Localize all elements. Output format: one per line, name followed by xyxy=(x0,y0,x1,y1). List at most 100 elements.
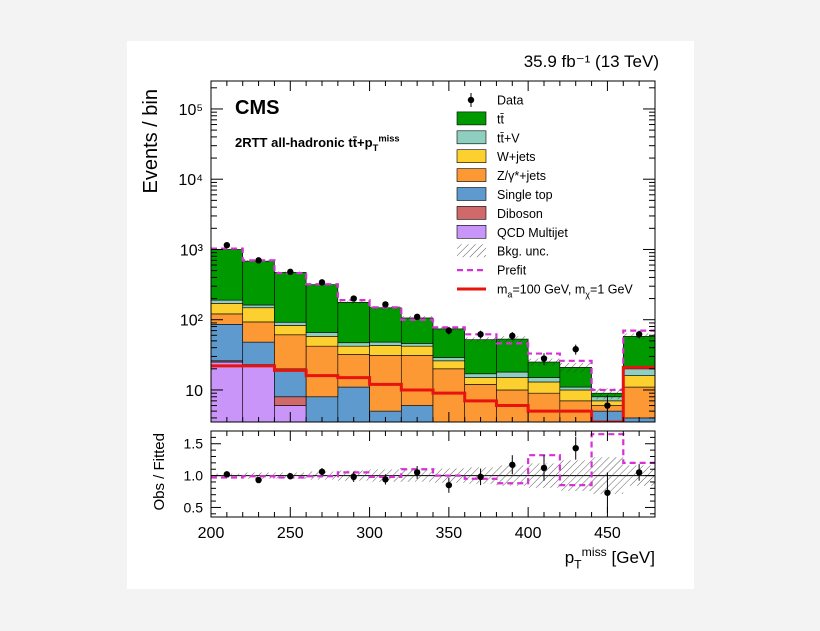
ratio-y-tick-label: 1.5 xyxy=(184,436,204,452)
superscript: miss xyxy=(378,134,399,144)
bar xyxy=(528,439,560,443)
data-point xyxy=(572,346,579,353)
bar xyxy=(622,386,655,419)
ratio-point xyxy=(509,461,516,468)
bar xyxy=(527,377,561,383)
bar xyxy=(242,260,275,306)
ratio-uncertainty xyxy=(496,465,529,486)
bar xyxy=(465,439,497,443)
legend-marker xyxy=(467,96,475,104)
legend-label: Prefit xyxy=(497,264,527,278)
bar xyxy=(369,341,402,346)
y-axis-label-ratio: Obs / Fitted xyxy=(151,433,168,511)
data-point xyxy=(635,331,643,338)
series-qcd-multijet xyxy=(211,361,307,422)
bar xyxy=(496,371,529,378)
text-span: W+jets xyxy=(497,150,536,164)
data-point xyxy=(509,332,516,340)
text-span: Prefit xyxy=(497,264,527,278)
legend: Data tt̄ tt̄+V W+jets Z/γ*+jets Single top Dib… xyxy=(456,93,633,300)
bar xyxy=(274,334,307,370)
bar xyxy=(306,439,338,443)
legend-label: Diboson xyxy=(497,207,543,221)
ratio-point xyxy=(223,471,231,478)
bar xyxy=(464,377,497,385)
bar xyxy=(400,345,434,356)
ratio-point xyxy=(635,469,643,476)
signal-line xyxy=(211,364,655,422)
data-point xyxy=(350,295,357,302)
y-tick-label: 10⁴ xyxy=(178,172,203,189)
data-point xyxy=(382,301,389,308)
ratio-y-tick-label: 0.5 xyxy=(184,499,204,515)
bar xyxy=(622,368,655,376)
uncertainty-band xyxy=(337,300,370,304)
text-span: p xyxy=(565,548,574,567)
x-tick-label: 400 xyxy=(515,525,542,542)
bar xyxy=(274,396,307,406)
bar xyxy=(464,373,497,378)
bar xyxy=(242,365,275,422)
legend-label: tt̄+V xyxy=(497,131,520,145)
ratio-point xyxy=(350,473,357,481)
bar xyxy=(274,325,307,336)
data-point xyxy=(223,241,231,249)
legend-label: Bkg. unc. xyxy=(497,245,549,259)
data-point xyxy=(540,355,548,362)
bar xyxy=(337,342,370,347)
subscript: T xyxy=(574,557,582,571)
legend-swatch xyxy=(456,149,487,163)
series-w-jets xyxy=(211,303,655,406)
bar xyxy=(305,345,339,398)
superscript: miss xyxy=(582,545,607,559)
legend-entry: ma=100 GeV, mχ=1 GeV xyxy=(457,283,633,300)
text-span: tt̄ xyxy=(497,112,504,126)
legend-label: Z/γ*+jets xyxy=(497,169,546,183)
ratio-point xyxy=(604,489,611,496)
legend-label: Single top xyxy=(497,188,553,202)
bar xyxy=(242,341,275,365)
ratio-points xyxy=(223,436,643,514)
data-point xyxy=(413,313,421,321)
legend-swatch xyxy=(456,111,487,126)
x-tick-label: 250 xyxy=(277,525,304,542)
ratio-point xyxy=(287,473,294,480)
legend-swatch xyxy=(456,130,487,145)
x-tick-label: 450 xyxy=(594,525,621,542)
legend-swatch xyxy=(456,168,487,182)
ratio-point xyxy=(445,481,453,489)
bar xyxy=(369,307,402,343)
data-point xyxy=(255,257,262,264)
bar xyxy=(211,299,244,304)
bar xyxy=(242,304,275,309)
text-span: =100 GeV, m xyxy=(512,283,585,297)
figure-canvas: 35.9 fb⁻¹ (13 TeV) 200 250 300 350 400 450 10 1… xyxy=(127,41,694,589)
bar xyxy=(337,354,370,388)
bar xyxy=(242,321,275,343)
text-span: Bkg. unc. xyxy=(497,245,549,259)
stacked-histograms xyxy=(211,248,655,443)
bar xyxy=(369,345,402,356)
data-point xyxy=(477,331,484,338)
text-span: 2RTT all-hadronic tt̄+p xyxy=(235,135,373,150)
text-span: Data xyxy=(497,94,523,108)
axes: 200 250 300 350 400 450 10 10² 10³ 10⁴ 10⁵ 0.5 1.0 1.… xyxy=(178,81,656,542)
text-span: Single top xyxy=(497,188,553,202)
bar xyxy=(274,272,307,323)
ratio-point xyxy=(540,464,548,472)
legend-entry: Data xyxy=(467,93,523,108)
ratio-point xyxy=(318,468,326,475)
text-span: =1 GeV xyxy=(590,283,633,297)
y-axis-label-top: Events / bin xyxy=(140,89,162,194)
bar xyxy=(274,321,307,326)
text-span: tt̄+V xyxy=(497,131,520,145)
x-tick-label: 200 xyxy=(198,525,225,542)
bar xyxy=(401,439,433,443)
legend-entry: Single top xyxy=(456,187,553,202)
text-span: QCD Multijet xyxy=(497,226,568,240)
bar xyxy=(623,439,655,443)
legend-entry: W+jets xyxy=(456,149,536,164)
uncertainty-band xyxy=(464,337,497,343)
y-tick-label: 10⁵ xyxy=(179,102,203,119)
ratio-point xyxy=(413,469,421,476)
